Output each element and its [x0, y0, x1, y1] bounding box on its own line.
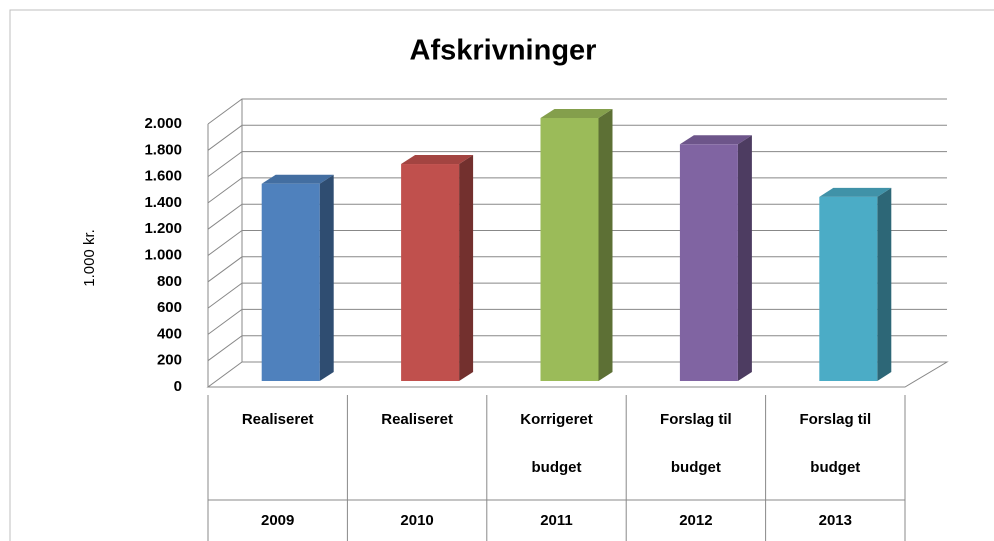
floor — [206, 361, 949, 388]
x-group-label: budget — [671, 459, 721, 476]
x-tick-label: 2010 — [400, 512, 433, 529]
bar-top — [261, 174, 334, 184]
x-tick-label: 2011 — [540, 512, 573, 529]
x-tick-label: 2013 — [819, 512, 852, 529]
y-tick-label: 200 — [157, 352, 182, 369]
y-tick-label: 1.800 — [144, 141, 182, 158]
x-tick-label: 2009 — [261, 512, 294, 529]
bar — [679, 135, 752, 381]
y-tick-label: 1.000 — [144, 246, 182, 263]
x-group-label: Korrigeret — [520, 411, 593, 428]
y-tick-label: 2.000 — [144, 115, 182, 132]
bar-top — [540, 109, 613, 118]
bar-top — [819, 187, 892, 197]
bar-side — [459, 155, 474, 381]
x-group-label: budget — [532, 459, 582, 476]
y-axis-label: 1.000 kr. — [81, 229, 98, 287]
x-group-label: Forslag til — [799, 411, 871, 428]
x-group-label: budget — [810, 459, 860, 476]
x-group-label: Realiseret — [381, 411, 453, 428]
bar-top — [401, 155, 474, 165]
y-tick-label: 0 — [174, 378, 182, 395]
x-group-label: Realiseret — [242, 411, 314, 428]
bar-side — [737, 135, 752, 381]
y-tick-label: 1.200 — [144, 220, 182, 237]
bar — [261, 174, 334, 381]
bar — [401, 155, 474, 381]
bar-front — [679, 144, 738, 381]
bar-front — [401, 164, 460, 381]
bar-side — [598, 109, 613, 381]
y-tick-label: 800 — [157, 273, 182, 290]
bar — [819, 187, 892, 381]
bar-front — [540, 118, 599, 381]
bar-side — [877, 187, 892, 381]
bar — [540, 109, 613, 381]
x-group-label: Forslag til — [660, 411, 732, 428]
x-tick-label: 2012 — [679, 512, 712, 529]
y-tick-label: 400 — [157, 325, 182, 342]
y-tick-label: 1.400 — [144, 194, 182, 211]
grid-line — [207, 124, 947, 151]
bar-side — [319, 174, 334, 381]
bar-top — [679, 135, 752, 145]
bar-front — [261, 183, 320, 381]
y-tick-label: 1.600 — [144, 168, 182, 185]
y-tick-label: 600 — [157, 299, 182, 316]
grid-line — [207, 98, 947, 125]
chart-title: Afskrivninger — [410, 35, 597, 67]
bar-front — [819, 196, 878, 381]
